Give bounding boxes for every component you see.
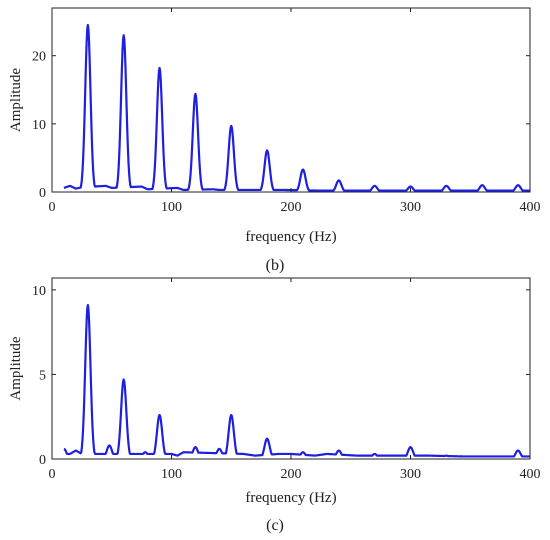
x-tick-label: 200: [281, 467, 302, 482]
x-tick-label: 0: [49, 467, 56, 482]
y-axis-label: Amplitude: [8, 336, 24, 401]
y-tick-label: 10: [32, 118, 46, 133]
x-tick-label: 200: [281, 200, 302, 215]
y-tick-label: 10: [32, 284, 46, 299]
y-tick-label: 20: [32, 50, 46, 65]
x-axis-label: frequency (Hz): [245, 490, 336, 506]
x-tick-label: 100: [161, 200, 182, 215]
panel-caption: (c): [266, 517, 284, 534]
x-tick-label: 300: [400, 467, 421, 482]
chart-panel-b: 0 100 200 300 400 0 10 20 frequency (Hz) Amplitud…: [8, 7, 541, 274]
y-tick-label: 5: [39, 368, 46, 383]
spectrum-line: [63, 23, 531, 192]
y-tick-label: 0: [39, 186, 46, 201]
x-tick-label: 100: [161, 467, 182, 482]
chart-panel-c: 0 100 200 300 400 0 5 10 frequency (Hz) Amplitude…: [8, 277, 541, 534]
y-axis-label: Amplitude: [8, 68, 24, 133]
y-tick-label: 0: [39, 453, 46, 468]
x-axis-label: frequency (Hz): [245, 229, 336, 245]
x-tick-label: 0: [49, 200, 56, 215]
spectrum-line: [63, 303, 531, 458]
plot-frame: [51, 277, 531, 460]
x-tick-label: 400: [520, 200, 541, 215]
x-tick-label: 400: [520, 467, 541, 482]
x-tick-label: 300: [400, 200, 421, 215]
panel-caption: (b): [266, 257, 285, 274]
